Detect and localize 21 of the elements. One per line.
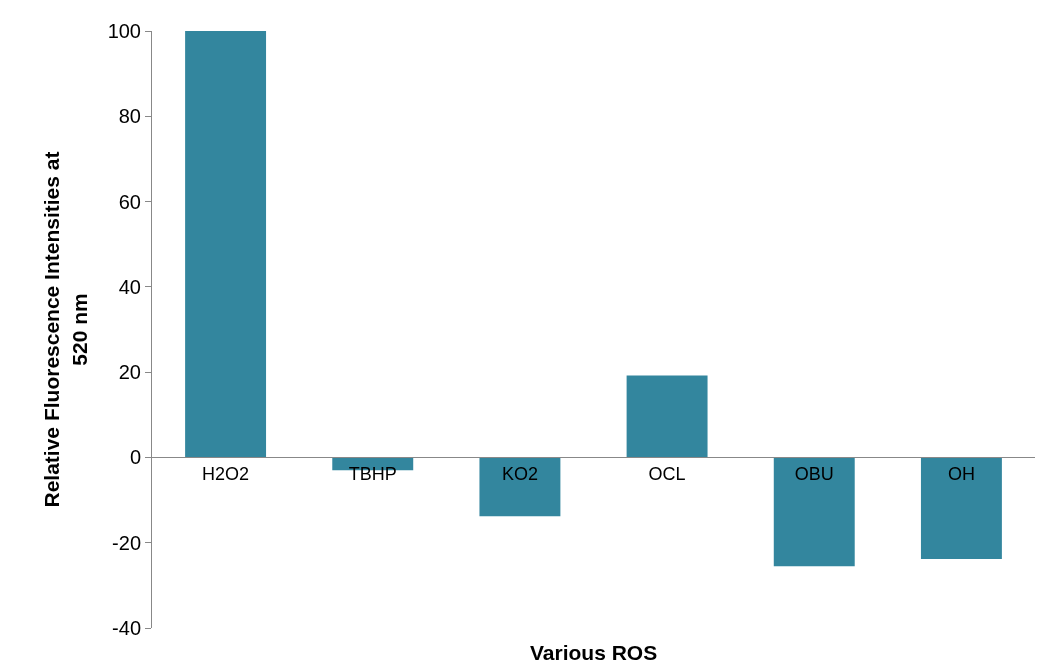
y-tick-label: -20	[112, 531, 141, 554]
x-tick-label: H2O2	[202, 464, 250, 485]
y-tick-label: 0	[129, 446, 141, 469]
y-tick-label: 100	[107, 20, 141, 42]
x-tick-label: KO2	[501, 464, 538, 485]
bar	[773, 457, 855, 567]
x-tick-label: OBU	[794, 464, 834, 485]
y-tick-label: 20	[118, 361, 141, 384]
y-tick-label: 60	[118, 190, 141, 213]
bar	[626, 375, 708, 458]
x-axis-title: Various ROS	[530, 641, 658, 664]
bar	[920, 457, 1002, 559]
x-tick-label: OCL	[648, 464, 686, 485]
x-tick-label: TBHP	[348, 464, 397, 485]
bar	[479, 457, 561, 517]
bar	[185, 31, 267, 458]
y-axis-title: Relative Fluorescence Intensities at 520 nm	[40, 151, 91, 508]
y-tick-label: 80	[118, 105, 141, 128]
y-tick-label: 40	[118, 275, 141, 298]
y-tick-label: -40	[112, 617, 141, 639]
x-tick-label: OH	[947, 464, 975, 485]
